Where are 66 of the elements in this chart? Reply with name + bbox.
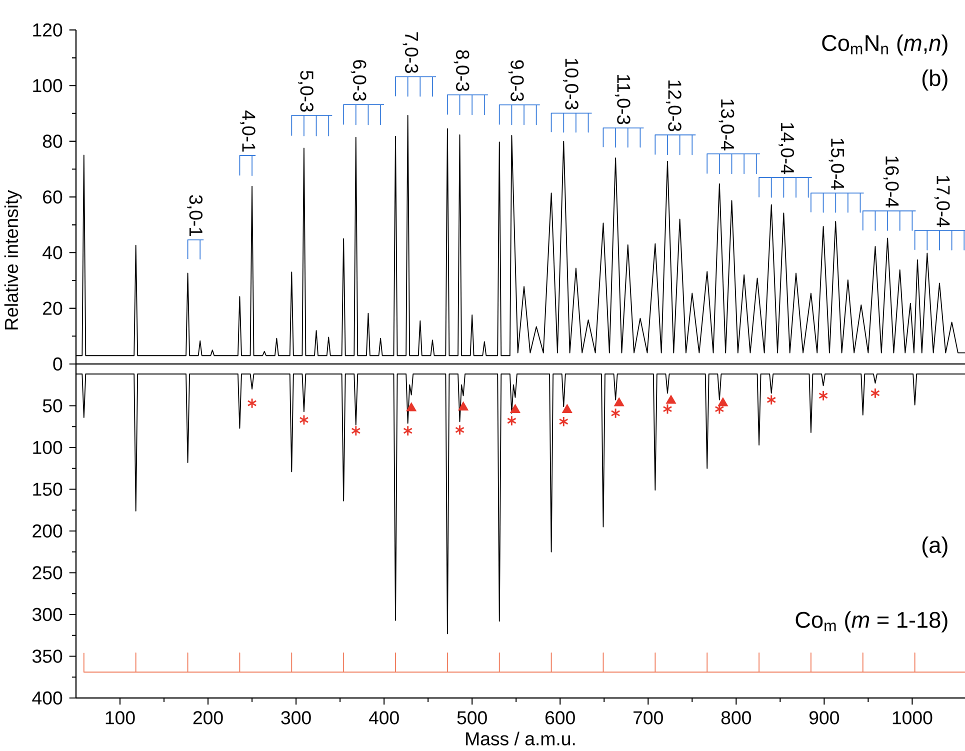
annotation: 17,0-4 <box>934 176 950 227</box>
x-tick-label: 700 <box>634 711 663 724</box>
x-tick-label: 500 <box>457 711 487 724</box>
x-tick-label: 600 <box>546 711 575 724</box>
annotation: 4,0-1 <box>240 110 256 152</box>
y-tick-label: 150 <box>33 482 62 496</box>
y-tick-label: 0 <box>53 357 62 371</box>
annotation: 7,0-3 <box>402 32 418 73</box>
annotation: 16,0-4 <box>883 156 899 208</box>
annotation: 8,0-3 <box>454 50 470 92</box>
point <box>718 398 728 406</box>
y-tick-label: 80 <box>42 134 62 148</box>
x-tick-label: 1000 <box>892 711 932 724</box>
annotation: Co$_{m}$ (m = 1-18) <box>796 611 948 632</box>
point <box>458 402 468 410</box>
x-tick-label: 900 <box>810 711 839 724</box>
annotation: (b) <box>922 70 948 91</box>
x-tick-label: 100 <box>106 711 135 724</box>
y-tick-label: 200 <box>32 524 62 538</box>
y-tick-label: 60 <box>43 190 62 204</box>
point <box>510 404 520 413</box>
x-tick-label: 800 <box>721 711 751 724</box>
x-tick-label: 200 <box>193 711 223 724</box>
point <box>406 402 416 412</box>
point <box>247 398 257 409</box>
x-tick-label: 300 <box>281 711 311 724</box>
y-tick-label: 40 <box>42 246 62 260</box>
point <box>610 408 620 419</box>
y-tick-label: 20 <box>43 302 62 315</box>
text: Co$_{m}$N$_{n}$ (m,n) <box>822 34 948 56</box>
point <box>870 388 880 399</box>
y-tick-label: 400 <box>32 691 62 705</box>
y-tick-label: 350 <box>32 650 62 663</box>
point <box>403 425 413 436</box>
annotation: 5,0-3 <box>298 70 314 112</box>
point <box>506 415 516 426</box>
annotation: 13,0-4 <box>718 99 734 150</box>
y-tick-label: 300 <box>32 608 62 622</box>
point <box>614 398 624 406</box>
annotation: 10,0-3 <box>562 58 578 110</box>
annotation: 3,0-1 <box>187 195 203 236</box>
y-tick-label: 100 <box>33 440 62 454</box>
x-tick-label: 400 <box>368 711 399 724</box>
annotation: 11,0-3 <box>614 74 630 124</box>
point <box>766 394 776 406</box>
y-tick-label: 100 <box>33 79 62 92</box>
point <box>299 414 309 426</box>
point <box>666 395 676 404</box>
point <box>351 425 361 436</box>
point <box>714 404 724 414</box>
annotation: (a) <box>922 536 948 558</box>
annotation: 9,0-3 <box>508 60 524 102</box>
y-tick-label: 120 <box>33 23 62 37</box>
annotation: 6,0-3 <box>350 60 366 101</box>
annotation: 12,0-3 <box>666 80 682 132</box>
point <box>454 424 465 436</box>
y-axis-title: Relative intensity <box>4 190 22 330</box>
point <box>562 404 572 413</box>
y-tick-label: 250 <box>32 566 62 580</box>
y-tick-label: 50 <box>42 399 62 412</box>
point <box>818 390 828 402</box>
point <box>662 404 672 414</box>
annotation: 14,0-4 <box>778 123 794 174</box>
point <box>558 416 568 427</box>
x-axis-title: Mass / a.m.u. <box>466 732 575 746</box>
annotation: 15,0-4 <box>828 138 844 190</box>
